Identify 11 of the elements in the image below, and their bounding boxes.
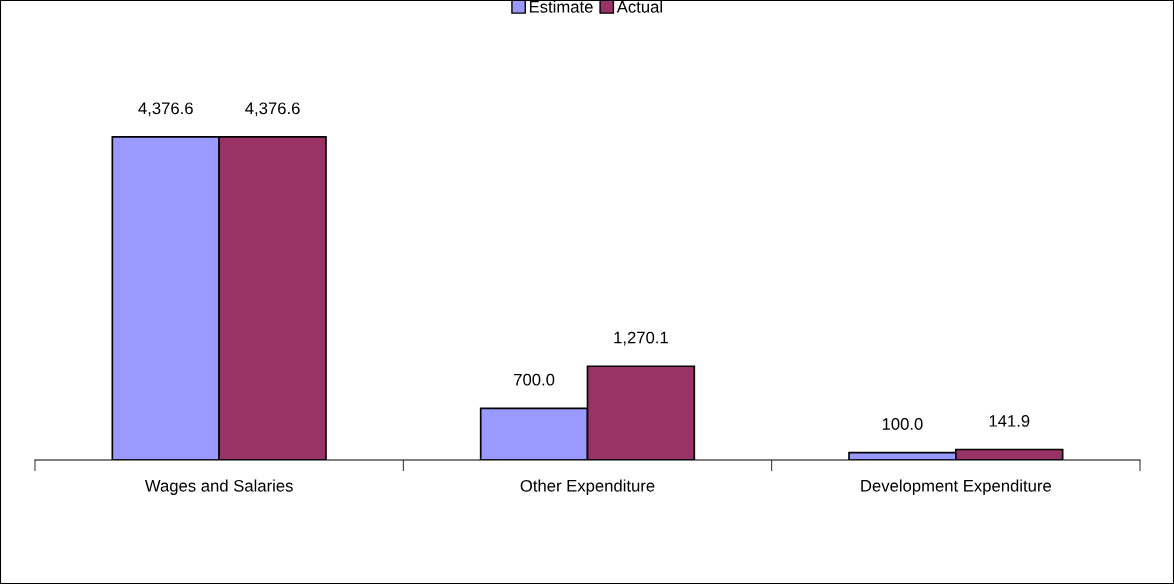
data-label: 100.0 [882,418,923,430]
data-label: 700.0 [514,373,555,386]
data-label: 141.9 [989,414,1030,427]
legend-label: Estimate [529,0,593,13]
x-tick-label: Wages and Salaries [144,479,293,495]
x-tick-label: Development Expenditure [861,479,1051,495]
data-label: 4,376.6 [138,102,193,117]
x-tick-label: Other Expenditure [520,479,655,495]
data-label: 1,270.1 [614,331,668,346]
legend-label: Actual [616,0,662,13]
data-label: 4,376.6 [245,102,300,117]
